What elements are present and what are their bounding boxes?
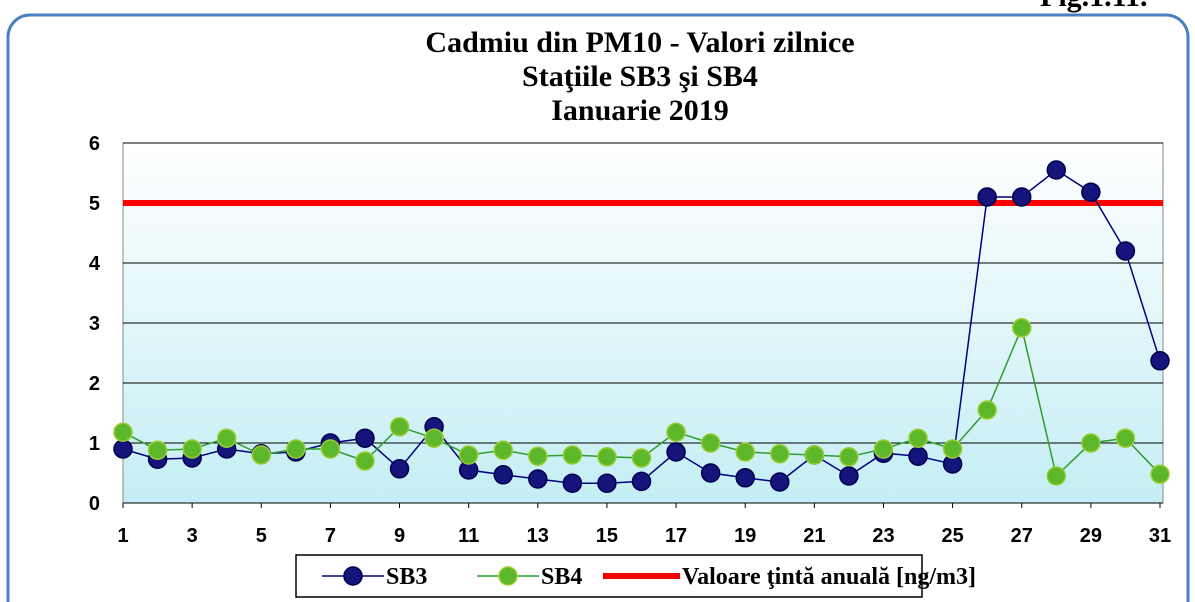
marker <box>424 428 444 448</box>
marker <box>251 445 272 465</box>
marker <box>493 465 513 485</box>
x-tick-label: 5 <box>256 525 267 547</box>
marker <box>839 447 859 467</box>
marker <box>873 439 894 459</box>
marker <box>1046 466 1067 486</box>
x-tick-label: 1 <box>117 525 128 547</box>
marker <box>528 469 548 489</box>
marker <box>528 446 548 466</box>
marker <box>320 439 341 459</box>
marker <box>597 473 617 493</box>
marker <box>1046 160 1067 180</box>
y-tick-label: 4 <box>89 253 101 275</box>
marker <box>631 448 652 468</box>
marker <box>700 463 721 483</box>
legend-label: SB4 <box>541 564 582 590</box>
marker <box>770 472 790 492</box>
marker <box>770 444 790 464</box>
legend-label: Valoare ţintă anuală [ng/m3] <box>682 564 976 590</box>
marker <box>1081 433 1101 453</box>
marker <box>804 445 825 465</box>
x-tick-label: 13 <box>527 525 549 547</box>
marker <box>735 468 755 488</box>
legend-marker <box>343 566 363 586</box>
marker <box>147 440 168 460</box>
legend-label: SB3 <box>386 564 427 590</box>
marker <box>1011 318 1032 338</box>
marker <box>735 442 755 462</box>
marker <box>1115 241 1136 261</box>
x-tick-label: 3 <box>187 525 198 547</box>
x-tick-label: 21 <box>803 525 825 547</box>
marker <box>1150 464 1170 484</box>
y-tick-label: 0 <box>89 493 100 515</box>
marker <box>666 442 686 462</box>
y-tick-label: 5 <box>89 193 100 215</box>
x-tick-label: 31 <box>1149 525 1171 547</box>
marker <box>182 439 202 459</box>
x-tick-label: 17 <box>665 525 687 547</box>
marker <box>1011 187 1032 207</box>
marker <box>908 446 928 466</box>
marker <box>562 473 583 493</box>
x-tick-label: 25 <box>941 525 963 547</box>
marker <box>700 433 721 453</box>
marker <box>389 417 410 437</box>
x-tick-label: 7 <box>325 525 336 547</box>
marker <box>458 445 479 465</box>
y-tick-label: 2 <box>89 373 100 395</box>
x-tick-label: 23 <box>872 525 894 547</box>
x-tick-label: 11 <box>458 525 479 547</box>
y-tick-label: 1 <box>89 433 100 455</box>
legend <box>295 554 923 598</box>
marker <box>113 422 133 442</box>
marker <box>493 440 513 460</box>
marker <box>389 459 410 479</box>
marker <box>942 439 963 459</box>
marker <box>977 400 997 420</box>
fig-label: Fig.1.11. <box>1040 0 1148 13</box>
marker <box>286 439 306 459</box>
marker <box>597 447 617 467</box>
marker <box>908 428 928 448</box>
marker <box>666 422 686 442</box>
marker <box>562 445 583 465</box>
x-tick-label: 9 <box>394 525 405 547</box>
marker <box>355 428 375 448</box>
x-tick-label: 27 <box>1011 525 1033 547</box>
chart-title: Ianuarie 2019 <box>551 94 729 127</box>
marker <box>355 451 375 471</box>
marker <box>1115 428 1136 448</box>
x-tick-label: 15 <box>596 525 618 547</box>
y-tick-label: 3 <box>89 313 100 335</box>
marker <box>839 466 859 486</box>
x-tick-label: 19 <box>734 525 756 547</box>
marker <box>631 471 652 492</box>
marker <box>977 187 997 207</box>
marker <box>1150 351 1170 371</box>
y-tick-label: 6 <box>89 133 100 155</box>
marker <box>1081 182 1101 202</box>
x-tick-label: 29 <box>1080 525 1102 547</box>
legend-marker <box>498 566 518 586</box>
chart-title: Cadmiu din PM10 - Valori zilnice <box>425 26 854 59</box>
marker <box>113 439 133 459</box>
chart-title: Staţiile SB3 şi SB4 <box>522 60 758 93</box>
marker <box>216 428 237 448</box>
